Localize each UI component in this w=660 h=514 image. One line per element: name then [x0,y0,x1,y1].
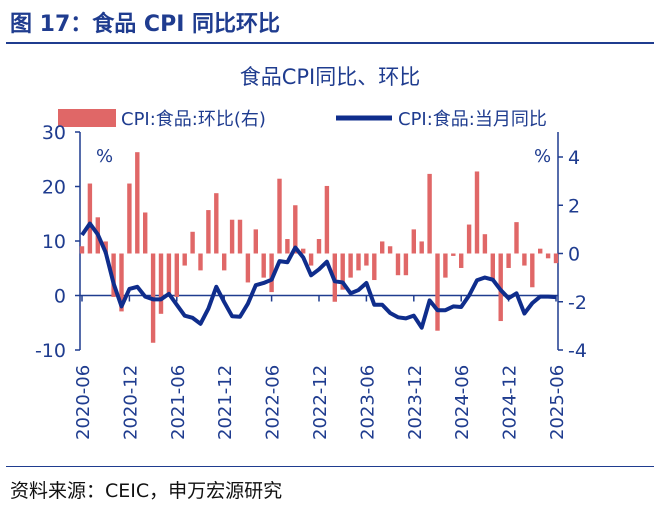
bar [190,231,195,254]
bar [135,152,140,254]
bar [253,229,258,254]
bar [419,241,424,254]
legend-label-bars: CPI:食品:环比(右) [121,109,266,130]
x-tick-label: 2022-12 [310,365,331,440]
bar [237,219,243,254]
yoy-line [80,221,557,330]
bar [269,253,274,293]
bar [261,253,266,278]
bar [364,253,369,266]
right-tick-label: -2 [568,292,587,314]
right-tick-label: 4 [568,147,580,169]
x-tick-label: 2022-06 [263,365,284,440]
bar [459,253,464,268]
bar [474,171,480,254]
source-note: 资料来源：CEIC，申万宏源研究 [10,480,283,502]
x-tick-label: 2020-12 [120,365,141,440]
bar [308,253,314,266]
bar [538,248,543,254]
x-tick-label: 2020-06 [73,365,94,440]
bar [206,210,211,254]
bar [348,253,353,278]
bar [553,253,559,264]
left-unit-label: % [96,146,113,167]
left-tick-label: 20 [42,177,66,199]
bar [482,234,488,254]
bar [158,253,164,314]
x-tick-label: 2025-06 [547,365,568,440]
bar [380,241,385,254]
bar [387,246,393,254]
bar [103,241,108,254]
bar [490,253,495,281]
bar [277,178,282,254]
bar [285,239,290,254]
x-tick-label: 2023-12 [405,365,426,440]
bar [214,193,219,254]
bar [340,253,345,290]
x-tick-label: 2024-12 [500,365,521,440]
x-tick-label: 2021-12 [215,365,236,440]
bar [143,212,148,254]
bar [79,246,85,254]
right-tick-label: 2 [568,195,580,217]
title-divider [6,42,654,44]
bar [427,173,432,254]
bar [229,219,235,254]
bar [293,205,298,254]
bar [182,253,187,266]
bar [87,183,93,254]
bar [514,222,519,254]
bar [316,239,322,254]
bar [301,248,306,254]
x-tick-label: 2023-06 [357,365,378,440]
right-unit-label: % [534,146,551,167]
legend-swatch-bars [58,109,116,127]
bar [545,253,551,259]
bar [522,253,527,266]
bar [403,253,409,276]
bar [324,185,330,254]
right-tick-label: 0 [568,244,580,266]
figure-title: 图 17：食品 CPI 同比环比 [10,12,281,37]
left-tick-label: 30 [42,122,66,144]
bar [166,253,172,297]
bar [222,253,227,271]
bar [466,224,472,254]
bar [451,253,456,256]
legend: CPI:食品:环比(右) CPI:食品:当月同比 [58,109,547,130]
bar [174,253,179,297]
chart-title: 食品CPI同比、环比 [240,65,421,89]
bar [443,253,448,278]
bar [356,253,361,271]
bar [198,253,203,271]
bar [530,253,535,288]
bar [245,253,251,283]
left-tick-label: 0 [54,286,66,308]
bar [411,229,416,254]
bar [111,253,116,297]
x-tick-label: 2024-06 [452,365,473,440]
left-tick-label: 10 [42,231,66,253]
bar [119,253,124,312]
chart: 食品CPI同比、环比 CPI:食品:环比(右) CPI:食品:当月同比 % % … [35,65,587,440]
bar [395,253,401,276]
right-tick-label: -4 [568,340,587,362]
bar [127,183,132,254]
x-tick-label: 2021-06 [168,365,189,440]
bar [506,253,511,268]
source-divider [6,466,654,467]
legend-label-line: CPI:食品:当月同比 [398,109,547,130]
bar [372,253,377,281]
left-tick-label: -10 [35,340,66,362]
bar [435,253,440,331]
